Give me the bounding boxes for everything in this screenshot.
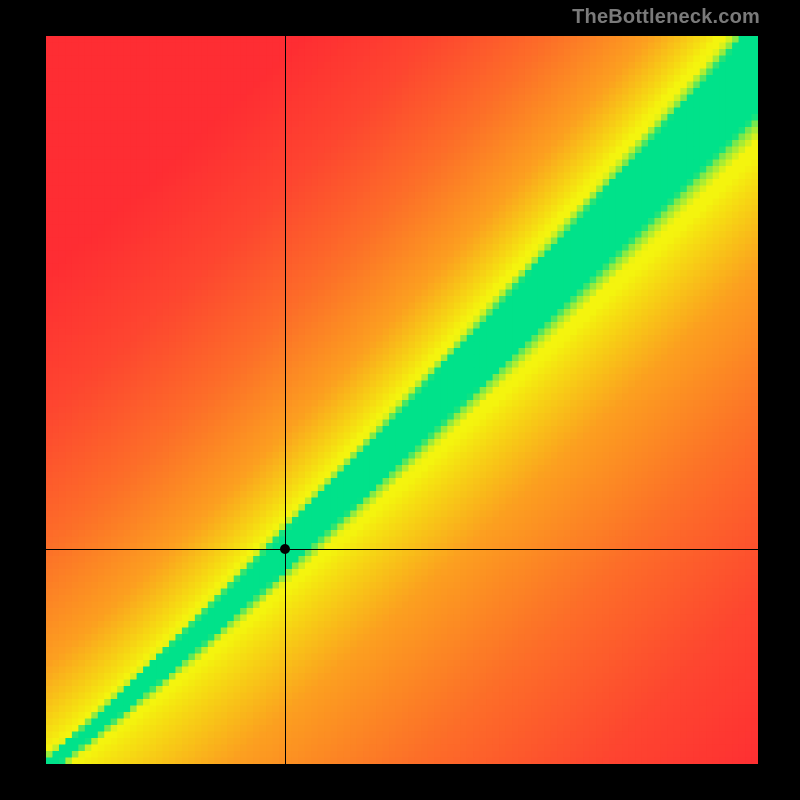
chart-container: TheBottleneck.com [0,0,800,800]
marker-dot [280,544,290,554]
watermark-text: TheBottleneck.com [572,6,760,29]
crosshair-vertical [285,36,286,764]
heatmap-canvas [46,36,758,764]
crosshair-horizontal [46,549,758,550]
plot-frame [46,36,758,764]
